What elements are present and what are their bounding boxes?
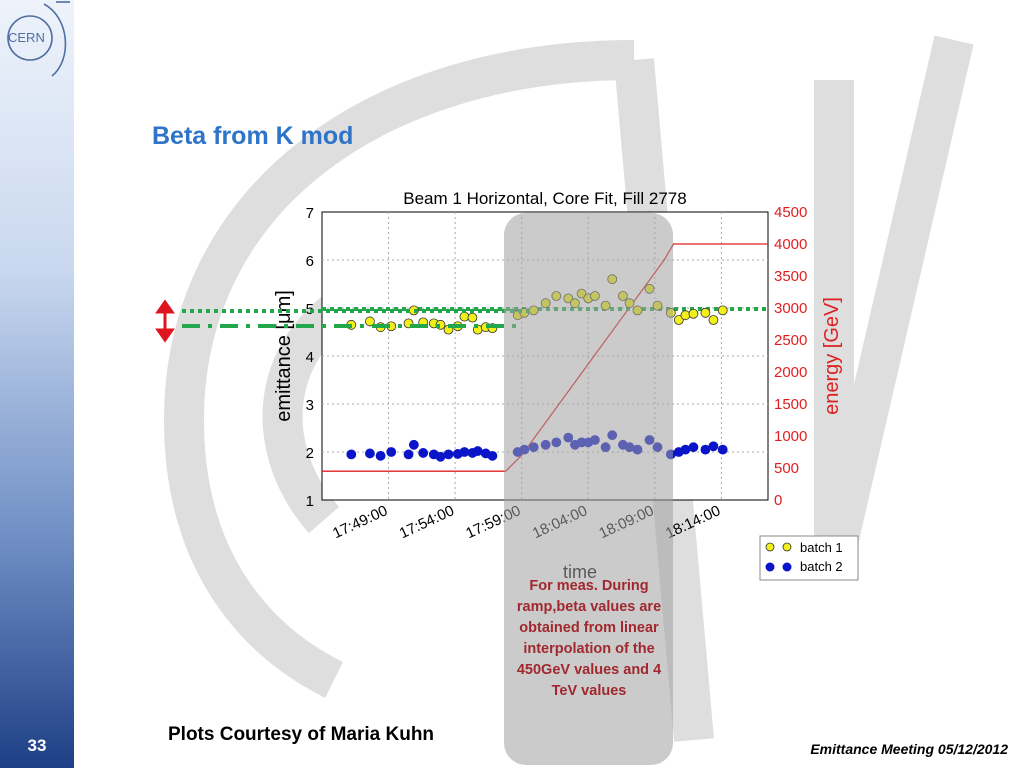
y-tick-label: 2 — [306, 445, 314, 462]
emittance-difference-indicator — [155, 299, 530, 343]
legend-batch2-marker — [765, 562, 775, 572]
legend-batch1-marker — [765, 542, 775, 552]
batch2-point — [408, 439, 419, 450]
batch2-point — [386, 447, 397, 457]
y-tick-label: 7 — [306, 205, 314, 222]
y-tick-label: 4 — [306, 349, 314, 366]
ramp-note: For meas. During ramp,beta values are ob… — [516, 578, 662, 699]
batch1-point — [680, 310, 691, 321]
legend-batch2-marker — [782, 562, 792, 572]
batch1-point — [365, 316, 375, 327]
y-tick-label: 6 — [306, 253, 314, 270]
y2-tick-label: 3500 — [774, 268, 807, 285]
y2-tick-label: 4000 — [774, 236, 807, 253]
x-tick-label: 17:54:00 — [397, 502, 457, 542]
y2-tick-label: 3000 — [774, 300, 807, 317]
batch1-point — [708, 315, 719, 325]
page-number: 33 — [27, 736, 47, 755]
batch1-point — [717, 305, 728, 316]
batch2-point — [418, 448, 429, 458]
batch1-point — [673, 315, 684, 325]
y-tick-label: 3 — [306, 397, 314, 414]
batch2-point — [459, 447, 470, 457]
batch2-point — [375, 450, 386, 461]
y2-tick-label: 2000 — [774, 364, 807, 381]
x-tick-label: 17:49:00 — [330, 502, 390, 542]
batch1-point — [467, 312, 478, 323]
batch2-point — [708, 441, 719, 452]
batch2-point — [717, 444, 728, 455]
batch2-point — [443, 449, 454, 460]
y2-tick-label: 4500 — [774, 204, 807, 221]
meeting-footer: Emittance Meeting 05/12/2012 — [810, 741, 1008, 757]
ramp-highlight-box — [504, 213, 673, 765]
batch2-point — [403, 449, 414, 460]
batch2-point — [487, 450, 498, 461]
batch2-point — [346, 449, 357, 460]
batch1-point — [700, 307, 711, 318]
y2-axis-label: energy [GeV] — [821, 297, 843, 415]
legend-batch2-label: batch 2 — [800, 559, 843, 574]
slide-sidebar: CERN 33 — [0, 0, 74, 768]
y2-tick-label: 1000 — [774, 428, 807, 445]
y-axis-label: emittance [μm] — [273, 290, 295, 422]
y2-tick-label: 500 — [774, 460, 799, 477]
batch1-point — [688, 308, 699, 319]
legend-batch1-marker — [782, 542, 792, 552]
courtesy-text: Plots Courtesy of Maria Kuhn — [168, 724, 435, 745]
slide-title: Beta from K mod — [152, 122, 354, 150]
chart-title: Beam 1 Horizontal, Core Fit, Fill 2778 — [403, 189, 686, 208]
y2-tick-label: 1500 — [774, 396, 807, 413]
y2-tick-label: 2500 — [774, 332, 807, 349]
y2-tick-label: 0 — [774, 492, 782, 509]
legend-batch1-label: batch 1 — [800, 540, 843, 555]
batch2-point — [365, 448, 375, 459]
y-tick-label: 5 — [306, 301, 314, 318]
y-tick-label: 1 — [306, 493, 314, 510]
legend-box — [759, 535, 859, 581]
logo-text: CERN — [8, 30, 45, 45]
batch2-point — [688, 442, 699, 453]
double-arrow-icon — [155, 299, 175, 343]
cern-logo: CERN — [7, 1, 70, 77]
